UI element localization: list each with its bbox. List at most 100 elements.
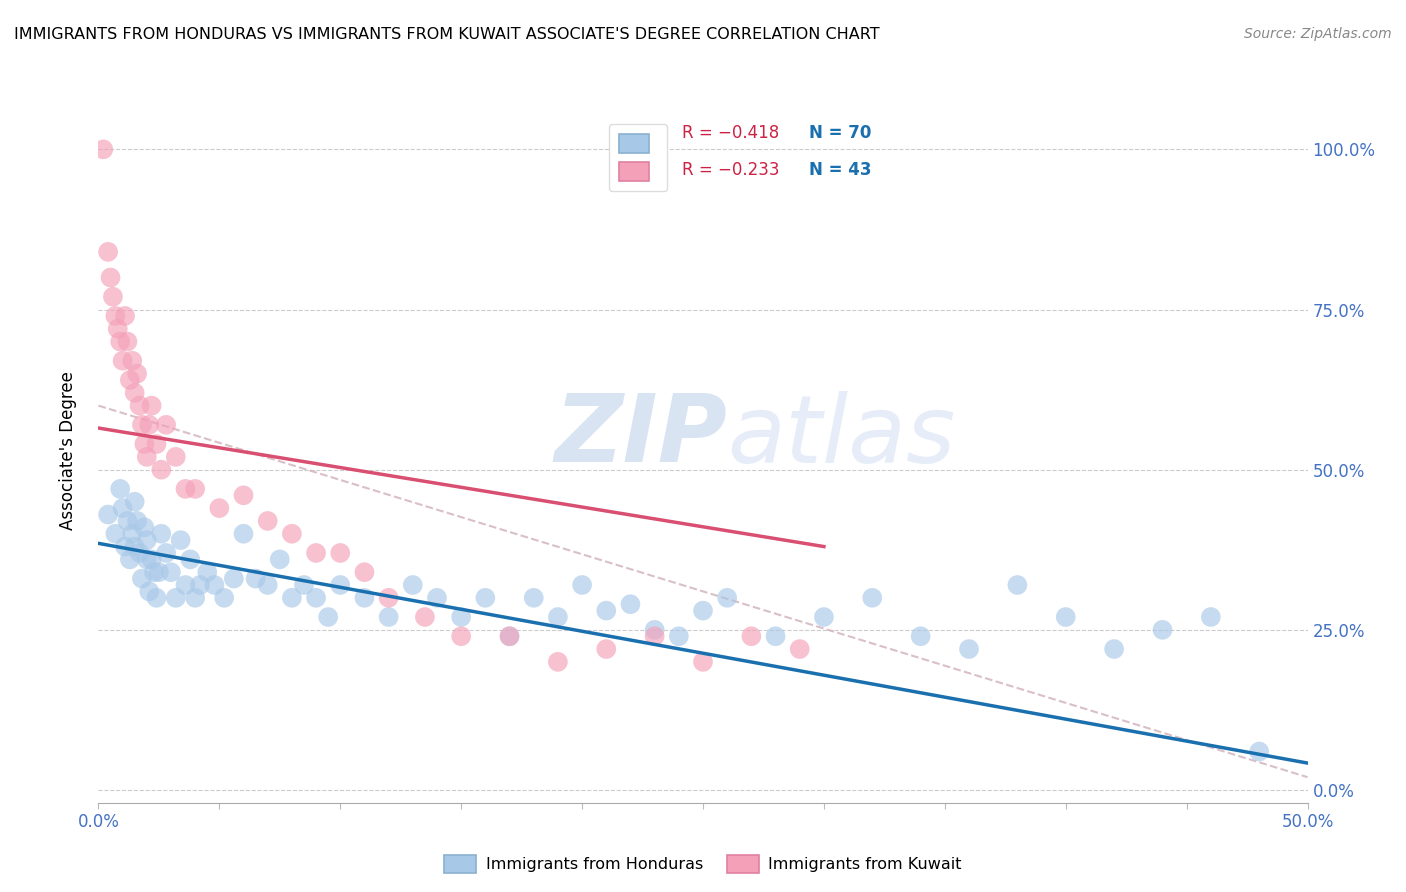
Point [131, 417, 153, 432]
Point [269, 552, 291, 566]
Point [91, 142, 114, 156]
Point [124, 540, 146, 554]
Point [281, 591, 304, 605]
Point [97, 244, 120, 259]
Point [644, 623, 666, 637]
Point [108, 482, 131, 496]
Point [692, 655, 714, 669]
Point [305, 591, 328, 605]
Point [165, 591, 187, 605]
Point [135, 450, 157, 464]
Point [256, 514, 278, 528]
Point [498, 629, 520, 643]
Point [523, 591, 546, 605]
Point [353, 565, 375, 579]
Point [128, 399, 150, 413]
Point [100, 270, 122, 285]
Point [104, 526, 127, 541]
Point [204, 578, 226, 592]
Point [128, 546, 150, 560]
Point [789, 642, 811, 657]
Point [179, 552, 201, 566]
Point [155, 417, 177, 432]
Point [692, 604, 714, 618]
Point [134, 520, 156, 534]
Text: N = 70: N = 70 [810, 124, 872, 143]
Point [1054, 610, 1077, 624]
Point [104, 309, 127, 323]
Text: R = −0.233: R = −0.233 [682, 161, 796, 179]
Point [765, 629, 787, 643]
Point [232, 526, 254, 541]
Point [450, 610, 472, 624]
Point [595, 604, 617, 618]
Point [1007, 578, 1029, 592]
Point [143, 565, 166, 579]
Point [498, 629, 520, 643]
Point [111, 353, 134, 368]
Point [114, 309, 136, 323]
Point [101, 290, 124, 304]
Point [127, 514, 149, 528]
Point [108, 334, 131, 349]
Point [316, 610, 339, 624]
Point [117, 514, 139, 528]
Point [97, 508, 120, 522]
Point [1152, 623, 1174, 637]
Point [222, 572, 245, 586]
Text: R = −0.418: R = −0.418 [682, 124, 796, 143]
Point [208, 501, 231, 516]
Point [118, 552, 141, 566]
Point [124, 494, 146, 508]
Point [957, 642, 980, 657]
Point [716, 591, 738, 605]
Point [245, 572, 267, 586]
Point [131, 572, 153, 586]
Point [910, 629, 932, 643]
Point [547, 610, 569, 624]
Point [174, 578, 197, 592]
Text: IMMIGRANTS FROM HONDURAS VS IMMIGRANTS FROM KUWAIT ASSOCIATE'S DEGREE CORRELATIO: IMMIGRANTS FROM HONDURAS VS IMMIGRANTS F… [14, 27, 880, 42]
Point [111, 501, 134, 516]
Point [160, 565, 183, 579]
Point [150, 526, 173, 541]
Point [121, 353, 143, 368]
Y-axis label: Associate's Degree: Associate's Degree [59, 371, 77, 530]
Point [305, 546, 328, 560]
Point [138, 584, 160, 599]
Point [571, 578, 593, 592]
Text: ZIP: ZIP [554, 391, 727, 483]
Point [124, 385, 146, 400]
Point [413, 610, 436, 624]
Point [174, 482, 197, 496]
Point [184, 482, 207, 496]
Point [377, 591, 399, 605]
Point [118, 373, 141, 387]
Point [138, 417, 160, 432]
Point [1249, 745, 1271, 759]
Point [145, 591, 167, 605]
Point [353, 591, 375, 605]
Point [450, 629, 472, 643]
Point [169, 533, 191, 548]
Point [141, 399, 163, 413]
Point [619, 597, 641, 611]
Point [402, 578, 425, 592]
Point [668, 629, 690, 643]
Point [281, 526, 304, 541]
Text: Source: ZipAtlas.com: Source: ZipAtlas.com [1244, 27, 1392, 41]
Point [148, 565, 170, 579]
Point [155, 546, 177, 560]
Point [145, 437, 167, 451]
Point [547, 655, 569, 669]
Point [188, 578, 211, 592]
Point [212, 591, 235, 605]
Point [377, 610, 399, 624]
Legend: , : , [609, 124, 666, 191]
Point [644, 629, 666, 643]
Point [860, 591, 883, 605]
Point [127, 367, 149, 381]
Point [107, 322, 129, 336]
Point [184, 591, 207, 605]
Point [134, 437, 156, 451]
